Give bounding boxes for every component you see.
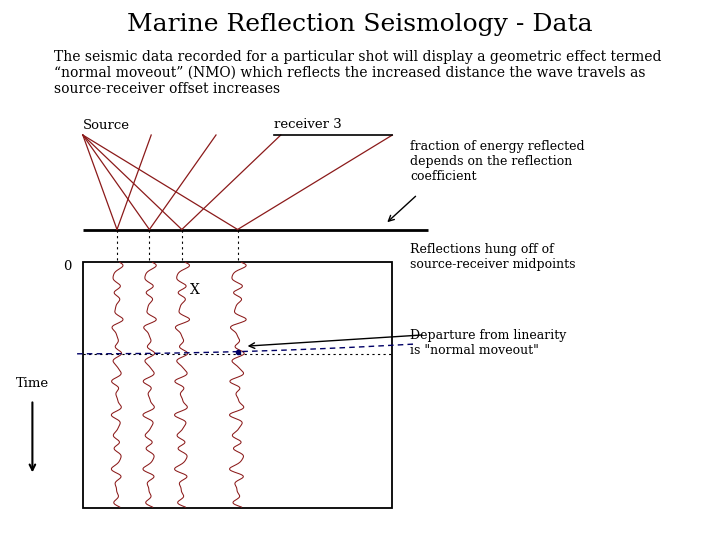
Text: X: X (189, 284, 199, 298)
Text: 0: 0 (63, 260, 72, 273)
Text: fraction of energy reflected
depends on the reflection
coefficient: fraction of energy reflected depends on … (410, 140, 585, 184)
Text: Marine Reflection Seismology - Data: Marine Reflection Seismology - Data (127, 14, 593, 37)
Text: Departure from linearity
is "normal moveout": Departure from linearity is "normal move… (410, 329, 567, 357)
Text: Time: Time (16, 377, 49, 390)
Text: receiver 3: receiver 3 (274, 118, 341, 131)
Text: Reflections hung off of
source-receiver midpoints: Reflections hung off of source-receiver … (410, 243, 576, 271)
Text: The seismic data recorded for a particular shot will display a geometric effect : The seismic data recorded for a particul… (54, 50, 662, 96)
Bar (83, 262, 392, 508)
Text: Source: Source (83, 119, 130, 132)
